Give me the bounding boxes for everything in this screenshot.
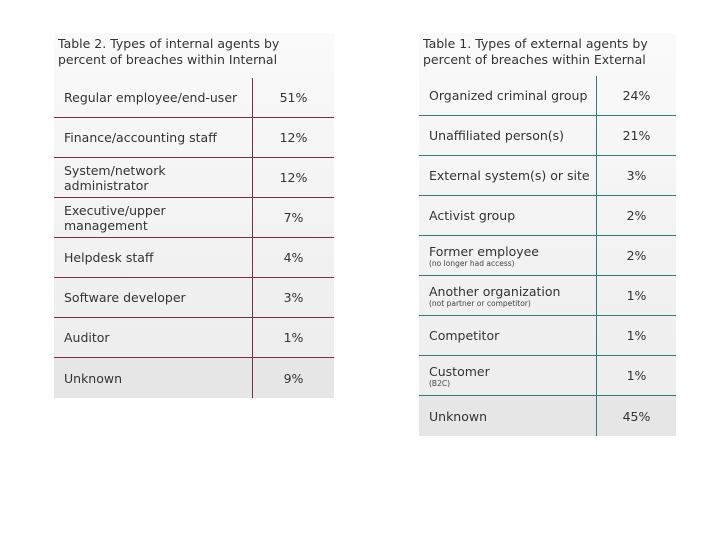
row-label: System/network administrator: [64, 162, 166, 193]
row-value: 12%: [279, 170, 308, 185]
row-label: Another organization: [429, 283, 561, 299]
row-value: 9%: [283, 370, 304, 386]
table-row: Helpdesk staff 4%: [54, 238, 334, 278]
table-row: External system(s) or site 3%: [419, 156, 676, 196]
row-label-cell: Software developer: [54, 278, 253, 317]
row-label-cell: Unknown: [419, 396, 597, 436]
row-value: 2%: [626, 208, 647, 223]
row-label-cell: Auditor: [54, 318, 253, 357]
table-title: Table 2. Types of internal agents by per…: [58, 36, 280, 67]
row-value: 3%: [626, 168, 647, 183]
row-label: External system(s) or site: [429, 168, 590, 183]
row-value: 24%: [622, 88, 651, 103]
row-label-cell: Former employee (no longer had access): [419, 236, 597, 275]
row-label: Competitor: [429, 328, 500, 343]
row-value: 1%: [626, 328, 647, 343]
table-row: Organized criminal group 24%: [419, 76, 676, 116]
row-note: (no longer had access): [429, 258, 515, 268]
row-value: 12%: [279, 130, 308, 145]
row-value: 2%: [626, 248, 647, 263]
row-value: 21%: [622, 128, 651, 143]
row-label: Former employee: [429, 243, 539, 259]
row-label: Activist group: [429, 208, 516, 223]
row-value: 1%: [626, 368, 647, 383]
row-label: Unknown: [429, 408, 488, 424]
row-label: Auditor: [64, 330, 110, 345]
table-row: Activist group 2%: [419, 196, 676, 236]
row-label: Unknown: [64, 370, 123, 386]
table: Table 2. Types of internal agents by per…: [54, 33, 334, 398]
row-label: Organized criminal group: [429, 88, 588, 103]
table-row: System/network administrator 12%: [54, 158, 334, 198]
table-row: Software developer 3%: [54, 278, 334, 318]
row-value: 1%: [283, 330, 304, 345]
table-row: Competitor 1%: [419, 316, 676, 356]
row-value: 3%: [283, 290, 304, 305]
row-value: 4%: [283, 250, 304, 265]
row-label-cell: Regular employee/end-user: [54, 78, 253, 117]
table-row: Another organization (not partner or comp…: [419, 276, 676, 316]
row-label: Regular employee/end-user: [64, 90, 238, 105]
row-label: Finance/accounting staff: [64, 130, 217, 145]
table-title: Table 1. Types of external agents by per…: [423, 36, 648, 67]
row-label-cell: External system(s) or site: [419, 156, 597, 195]
row-label-cell: Customer (B2C): [419, 356, 597, 395]
row-label-cell: Organized criminal group: [419, 76, 597, 115]
table-row: Finance/accounting staff 12%: [54, 118, 334, 158]
row-label-cell: Unaffiliated person(s): [419, 116, 597, 155]
table-row: Regular employee/end-user 51%: [54, 78, 334, 118]
table-row: Unaffiliated person(s) 21%: [419, 116, 676, 156]
row-value: 1%: [626, 288, 647, 303]
row-label: Customer: [429, 363, 490, 379]
row-label: Software developer: [64, 290, 186, 305]
row-label: Executive/upper management: [64, 202, 166, 233]
row-label-cell: System/network administrator: [54, 158, 253, 197]
row-note: (not partner or competitor): [429, 298, 531, 308]
row-label-cell: Helpdesk staff: [54, 238, 253, 277]
row-label-cell: Activist group: [419, 196, 597, 235]
table-row: Executive/upper management 7%: [54, 198, 334, 238]
row-value: 45%: [622, 408, 651, 424]
table: Table 1. Types of external agents by per…: [419, 33, 676, 436]
row-label-cell: Finance/accounting staff: [54, 118, 253, 157]
table-row: Unknown 45%: [419, 396, 676, 436]
table-row: Auditor 1%: [54, 318, 334, 358]
row-label: Unaffiliated person(s): [429, 128, 565, 143]
row-label-cell: Competitor: [419, 316, 597, 355]
row-label-cell: Unknown: [54, 358, 253, 398]
table-row: Customer (B2C) 1%: [419, 356, 676, 396]
row-value: 7%: [283, 210, 304, 225]
table-row: Unknown 9%: [54, 358, 334, 398]
row-label-cell: Executive/upper management: [54, 198, 253, 237]
row-note: (B2C): [429, 378, 451, 388]
table-row: Former employee (no longer had access) 2%: [419, 236, 676, 276]
row-label-cell: Another organization (not partner or comp…: [419, 276, 597, 315]
row-value: 51%: [279, 90, 308, 105]
row-label: Helpdesk staff: [64, 250, 154, 265]
